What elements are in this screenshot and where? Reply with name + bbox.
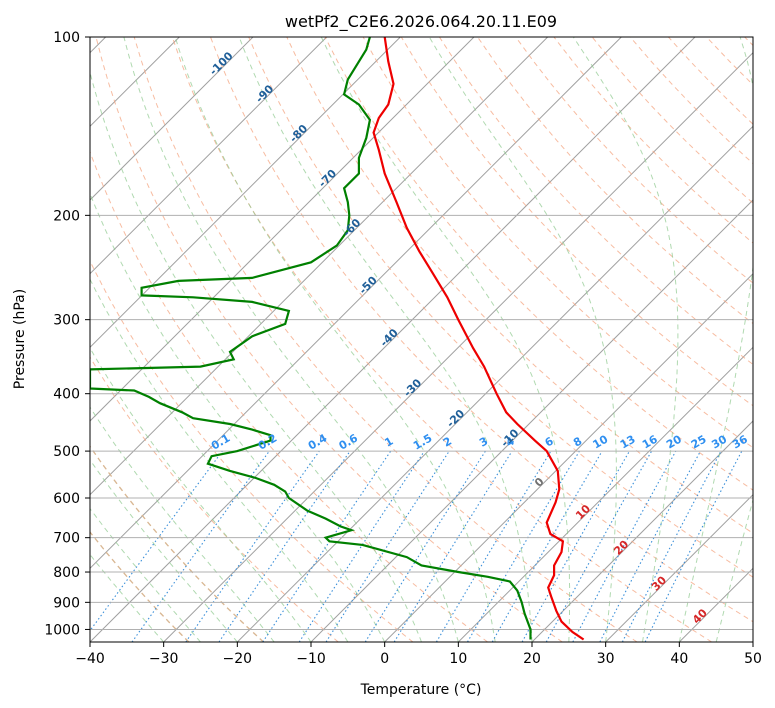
moist-adiabat-line [90,507,201,642]
mixing-ratio-line [90,450,223,632]
isotherm-line [605,493,753,642]
moist-adiabat-line [90,70,422,642]
moist-adiabat-line [174,37,496,642]
mixing-ratio-line [298,450,425,642]
dry-adiabat-line [90,259,414,642]
mixing-ratio-line [521,450,630,642]
x-tick-label: 10 [449,651,467,667]
moist-adiabat-line [320,37,571,642]
reference-adiabat-line [90,445,264,642]
moist-adiabat-line [90,459,238,642]
y-tick-label: 900 [53,595,80,611]
x-tick-label: 50 [744,651,762,667]
isotherm-line [384,272,753,642]
isotherm-line [90,37,401,349]
chart-title: wetPf2_C2E6.2026.064.20.11.E09 [285,12,557,32]
mixing-ratio-line [262,450,392,642]
dry-adiabat-line [171,37,712,642]
y-axis: 100 200 300 400 500 600 700 800 900 1000 [44,30,90,638]
isotherm-line [90,37,475,422]
y-tick-label: 400 [53,387,80,403]
mixing-ratio-line [393,450,513,642]
mixing-ratio-line [572,450,677,642]
isotherm-line [531,420,753,642]
moist-adiabat-line [428,37,617,642]
dry-adiabat-line [90,356,339,642]
y-axis-label: Pressure (hPa) [12,289,28,389]
dry-adiabat-line [95,37,563,642]
mixing-ratio-line [545,450,653,642]
dry-adiabat-line [286,37,753,534]
isotherm-line [90,37,622,570]
moist-adiabat-line [90,347,312,642]
dry-adiabat-line [515,37,753,284]
y-tick-label: 500 [53,444,80,460]
x-tick-label: 0 [380,651,389,667]
isotherm-line [457,346,753,642]
plot-frame [89,36,754,643]
moist-adiabat-line [90,553,165,642]
y-tick-label: 800 [53,565,80,581]
isotherm-line [90,37,328,275]
moist-adiabat-line [123,37,459,642]
moist-adiabat-line [90,278,349,642]
y-tick-label: 600 [53,491,80,507]
y-tick-label: 200 [53,208,80,224]
moist-adiabat-line [90,406,275,642]
x-tick-label: −40 [75,651,105,667]
x-tick-label: −10 [296,651,326,667]
mixing-ratio-line [218,450,351,642]
reference-adiabat-line [90,530,190,642]
pressure-gridlines [90,37,753,630]
dry-adiabat-line [438,37,753,366]
x-tick-label: −30 [149,651,179,667]
x-tick-label: −20 [223,651,253,667]
mixing-ratio-line [644,450,743,642]
x-tick-label: 20 [523,651,541,667]
x-axis-label: Temperature (°C) [360,682,482,698]
dewpoint-profile-line [90,37,532,640]
dry-adiabat-line [248,37,753,578]
isotherm-line [163,51,753,642]
x-axis: −40 −30 −20 −10 0 10 20 30 40 50 [75,642,762,667]
dry-adiabat-line [133,37,638,642]
mixing-ratio-line [185,450,320,642]
x-tick-label: 40 [670,651,688,667]
isotherm-line [90,37,254,201]
y-tick-label: 1000 [44,622,80,638]
moist-adiabat-line [238,37,533,642]
x-tick-label: 30 [597,651,615,667]
y-tick-label: 300 [53,313,80,329]
moist-adiabat-line [572,37,679,642]
mixing-ratio-line [131,450,270,642]
profile-lines [90,37,585,641]
y-tick-label: 700 [53,531,80,547]
mixing-ratio-line [325,450,450,642]
isotherm-line [90,37,549,496]
y-tick-label: 100 [53,30,80,46]
dry-adiabat-line [400,37,753,407]
temperature-profile-line [372,37,585,641]
dry-adiabat-line [90,150,488,642]
